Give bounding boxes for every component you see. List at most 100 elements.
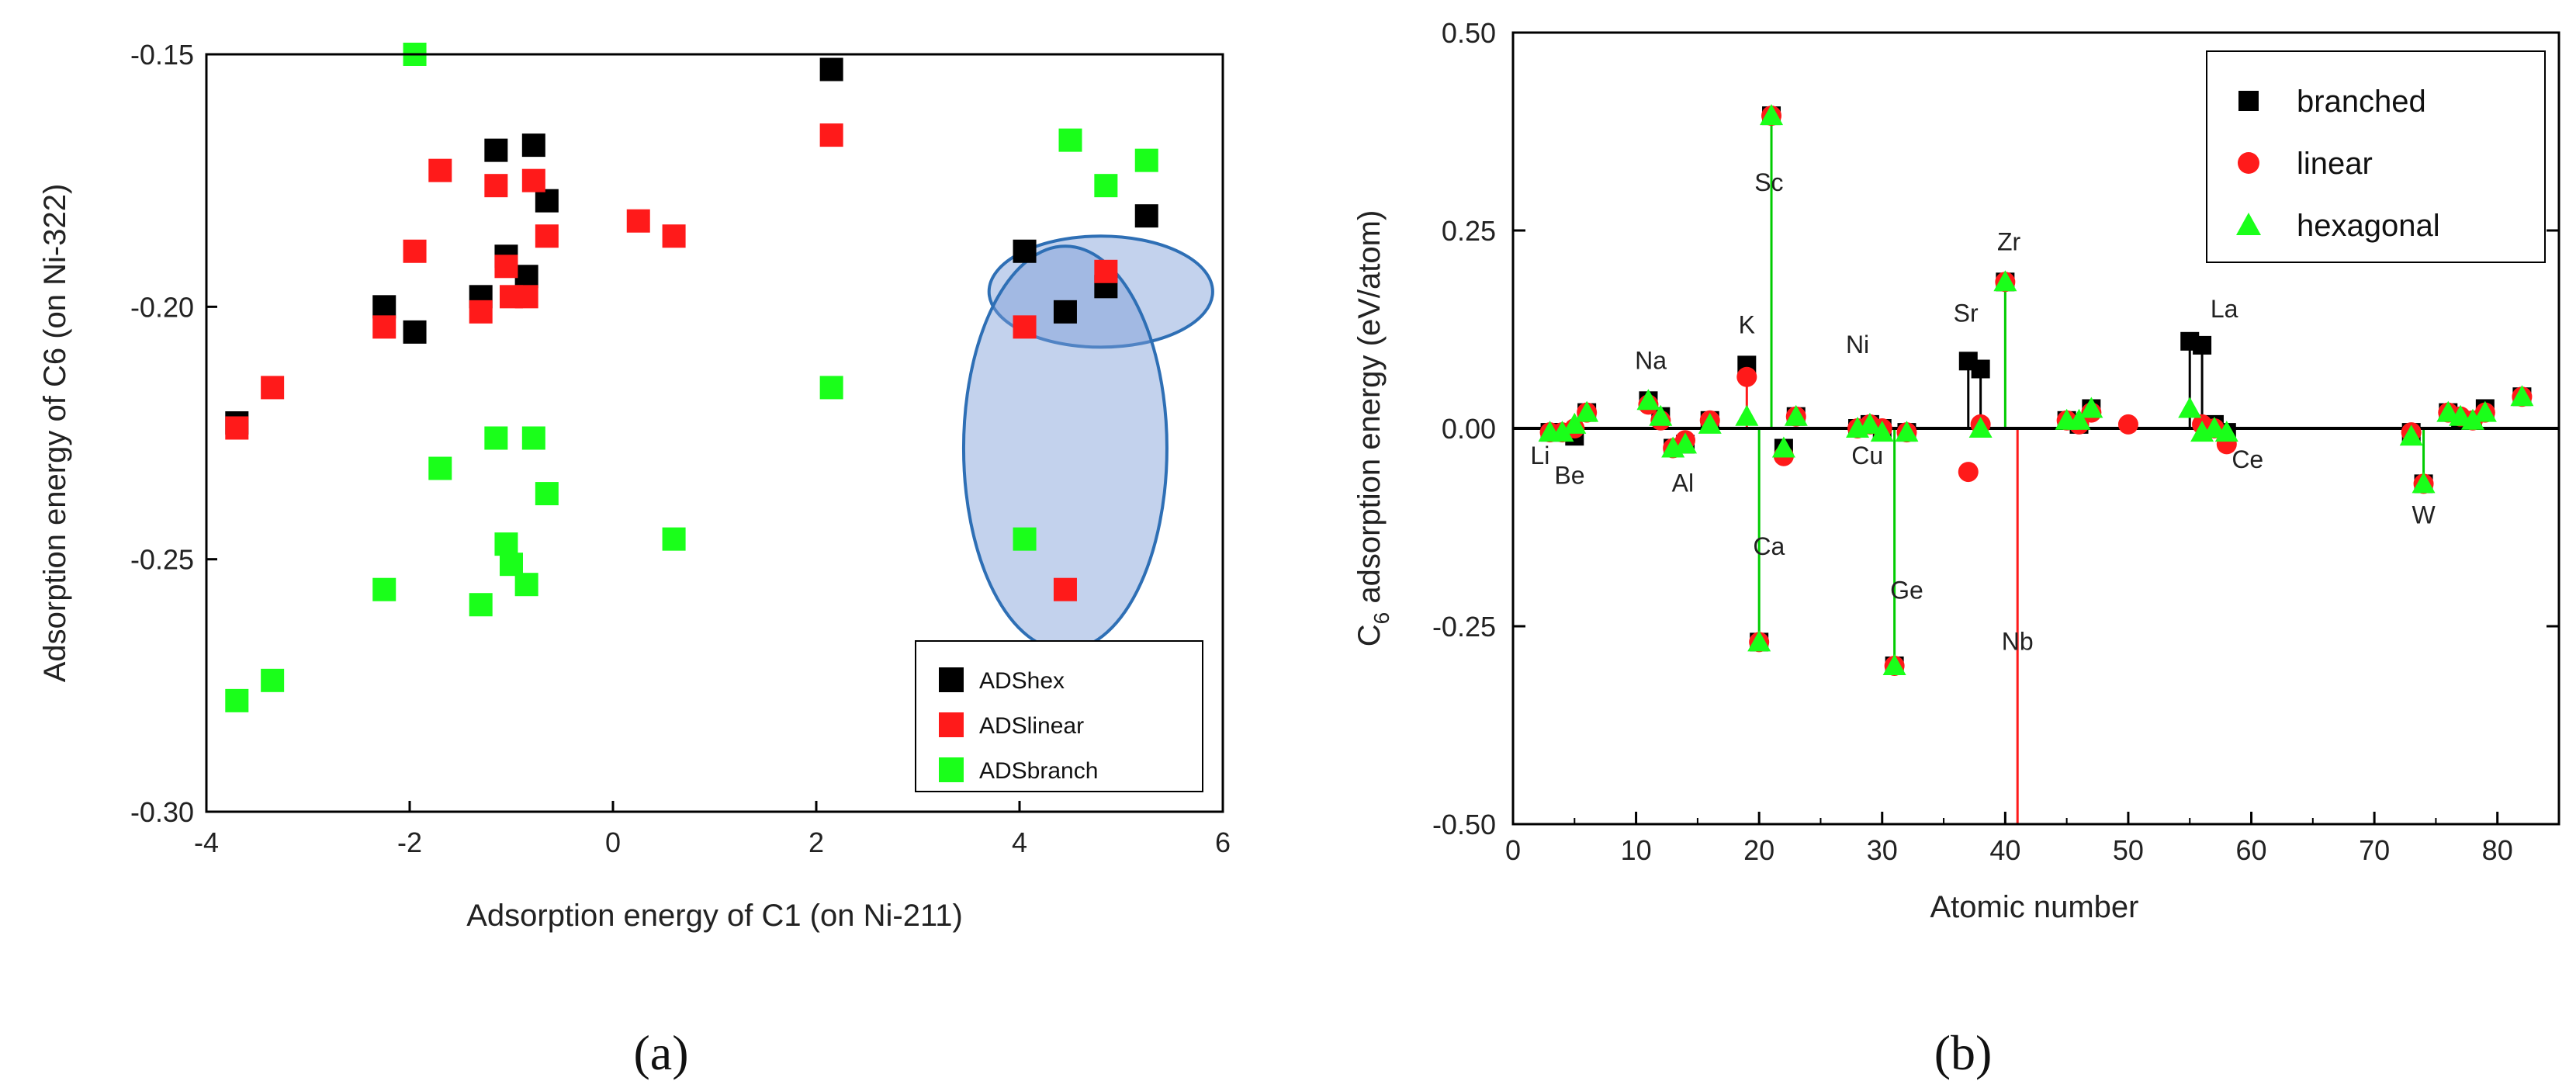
point-hexagonal-29 — [2412, 472, 2436, 494]
point-adslinear-5 — [469, 300, 493, 324]
point-adslinear-4 — [428, 158, 452, 182]
x-tick-label: -4 — [194, 826, 219, 858]
point-adshex-4 — [484, 138, 508, 162]
legend-label-adsbranch: ADSbranch — [979, 758, 1098, 784]
y-tick-label: -0.30 — [130, 796, 194, 828]
point-adsbranch-15 — [1058, 128, 1082, 152]
point-hexagonal-13 — [1784, 404, 1808, 426]
element-label-k: K — [1739, 311, 1755, 339]
point-adslinear-0 — [225, 416, 249, 440]
legend-label-linear: linear — [2297, 147, 2373, 181]
point-adsbranch-13 — [819, 376, 843, 400]
element-label-sc: Sc — [1754, 168, 1783, 196]
point-adslinear-9 — [514, 285, 538, 309]
point-adshex-6 — [514, 265, 538, 289]
x-tick-label: 2 — [808, 826, 824, 858]
point-adshex-11 — [1053, 300, 1077, 324]
point-adshex-8 — [535, 189, 559, 213]
point-hexagonal-5 — [1649, 404, 1673, 426]
point-adslinear-10 — [521, 168, 545, 192]
point-hexagonal-1 — [1550, 421, 1574, 442]
point-adshex-2 — [403, 320, 427, 344]
point-hexagonal-19 — [1968, 417, 1993, 438]
element-label-al: Al — [1672, 469, 1694, 497]
point-hexagonal-20 — [1993, 270, 2017, 292]
point-adsbranch-7 — [494, 532, 518, 556]
x-tick-label: 0 — [605, 826, 621, 858]
element-label-ca: Ca — [1753, 532, 1785, 560]
point-hexagonal-18 — [1895, 421, 1919, 442]
x-tick-label: -2 — [397, 826, 422, 858]
x-tick-label: 50 — [2113, 834, 2144, 866]
point-linear-19 — [1958, 462, 1979, 483]
legend-marker-linear — [2238, 152, 2259, 174]
x-tick-label: 4 — [1012, 826, 1027, 858]
element-label-w: W — [2412, 501, 2436, 528]
point-adslinear-3 — [403, 239, 427, 263]
plot-b-y-axis-label: C6 adsorption energy (eV/atom) — [1352, 210, 1394, 647]
x-tick-label: 70 — [2359, 834, 2390, 866]
point-adslinear-14 — [819, 123, 843, 147]
element-label-cu: Cu — [1851, 442, 1883, 469]
y-tick-label: -0.25 — [1432, 611, 1496, 643]
panel-a-label: (a) — [633, 1025, 688, 1080]
y-tick-label: -0.25 — [130, 544, 194, 576]
point-hexagonal-8 — [1698, 412, 1722, 434]
point-hexagonal-22 — [2067, 408, 2091, 430]
y-tick-label: -0.15 — [130, 39, 194, 71]
point-adsbranch-12 — [662, 527, 686, 551]
element-label-ce: Ce — [2231, 445, 2263, 473]
legend-label-hexagonal: hexagonal — [2297, 209, 2440, 243]
point-hexagonal-16 — [1870, 421, 1894, 442]
plot-a-y-axis-label: Adsorption energy of C6 (on Ni-322) — [38, 184, 72, 683]
point-hexagonal-33 — [2473, 400, 2497, 422]
point-hexagonal-34 — [2510, 385, 2534, 407]
point-adsbranch-16 — [1094, 174, 1118, 198]
point-hexagonal-15 — [1858, 412, 1882, 434]
y-tick-label: 0.00 — [1442, 413, 1496, 445]
point-branched-26 — [2193, 335, 2212, 355]
point-hexagonal-2 — [1563, 412, 1587, 434]
legend-swatch-adsbranch — [939, 757, 964, 782]
x-tick-label: 30 — [1867, 834, 1898, 866]
point-adshex-10 — [1013, 239, 1037, 263]
point-adsbranch-14 — [1013, 527, 1037, 551]
x-tick-label: 20 — [1743, 834, 1774, 866]
point-adshex-7 — [521, 133, 545, 158]
point-hexagonal-24 — [2178, 397, 2202, 418]
x-tick-label: 6 — [1215, 826, 1231, 858]
point-linear-9 — [1736, 366, 1757, 387]
point-adslinear-6 — [484, 174, 508, 198]
point-adslinear-17 — [1094, 259, 1118, 283]
panel-b-label: (b) — [1934, 1025, 1993, 1080]
x-tick-label: 0 — [1505, 834, 1521, 866]
plot-a-x-axis-label: Adsorption energy of C1 (on Ni-211) — [466, 899, 963, 933]
element-label-li: Li — [1530, 442, 1549, 469]
element-label-be: Be — [1554, 461, 1584, 489]
point-adslinear-16 — [1053, 577, 1077, 601]
point-hexagonal-17 — [1882, 654, 1906, 675]
point-hexagonal-3 — [1575, 400, 1599, 422]
plot-a-legend: ADShex ADSlinear ADSbranch — [915, 640, 1203, 792]
x-tick-label: 10 — [1621, 834, 1652, 866]
element-label-nb: Nb — [2002, 628, 2034, 656]
point-hexagonal-27 — [2214, 421, 2238, 442]
point-adslinear-1 — [261, 376, 285, 400]
element-label-ni: Ni — [1846, 331, 1869, 359]
point-hexagonal-10 — [1747, 630, 1771, 652]
point-hexagonal-32 — [2460, 408, 2484, 430]
point-adsbranch-11 — [535, 482, 559, 506]
point-adsbranch-17 — [1134, 148, 1158, 172]
legend-label-branched: branched — [2297, 85, 2426, 119]
point-hexagonal-9 — [1735, 404, 1759, 426]
point-hexagonal-12 — [1771, 436, 1795, 458]
point-adsbranch-6 — [484, 426, 508, 450]
y-tick-label: 0.50 — [1442, 17, 1496, 49]
plot-b-legend: branched linear hexagonal — [2206, 50, 2546, 263]
point-adsbranch-0 — [225, 688, 249, 712]
point-hexagonal-23 — [2079, 397, 2103, 418]
point-adshex-1 — [372, 295, 396, 319]
legend-label-adslinear: ADSlinear — [979, 713, 1084, 739]
